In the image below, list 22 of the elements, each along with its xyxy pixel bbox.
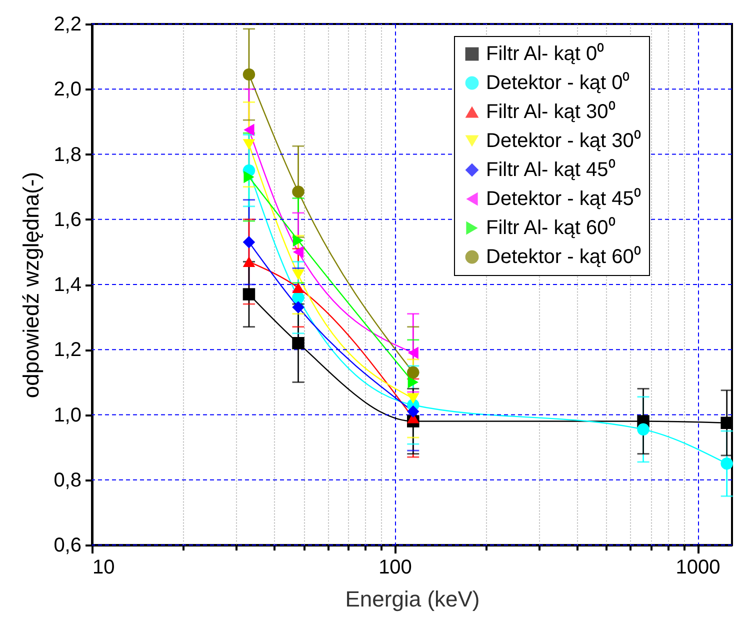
x-tick-label: 1000 <box>676 556 720 578</box>
legend-label: Detektor - kąt 30⁰ <box>486 129 641 152</box>
y-tick-label: 1,0 <box>54 404 82 426</box>
y-tick-label: 2,0 <box>54 78 82 101</box>
legend-label: Filtr Al- kąt 30⁰ <box>486 100 616 123</box>
legend-label: Filtr Al- kąt 45⁰ <box>486 158 616 181</box>
y-tick-label: 1,6 <box>54 208 82 231</box>
legend-label: Detektor - kąt 0⁰ <box>486 71 630 94</box>
y-tick-label: 1,8 <box>54 144 82 166</box>
x-axis-title: Energia (keV) <box>345 586 480 612</box>
legend-label: Filtr Al- kąt 60⁰ <box>486 216 616 239</box>
legend-label: Filtr Al- kąt 0⁰ <box>486 42 604 65</box>
y-tick-label: 1,4 <box>54 274 82 296</box>
y-tick-label: 0,8 <box>54 469 82 492</box>
y-tick-label: 1,2 <box>54 339 82 362</box>
x-tick-label: 10 <box>92 556 115 578</box>
legend-label: Detektor - kąt 60⁰ <box>486 245 641 268</box>
y-tick-label: 2,2 <box>54 14 82 36</box>
y-axis-title: odpowiedź względna(-) <box>18 172 44 398</box>
x-tick-label: 100 <box>378 556 412 578</box>
y-tick-label: 0,6 <box>54 534 82 556</box>
legend-label: Detektor - kąt 45⁰ <box>486 187 641 210</box>
